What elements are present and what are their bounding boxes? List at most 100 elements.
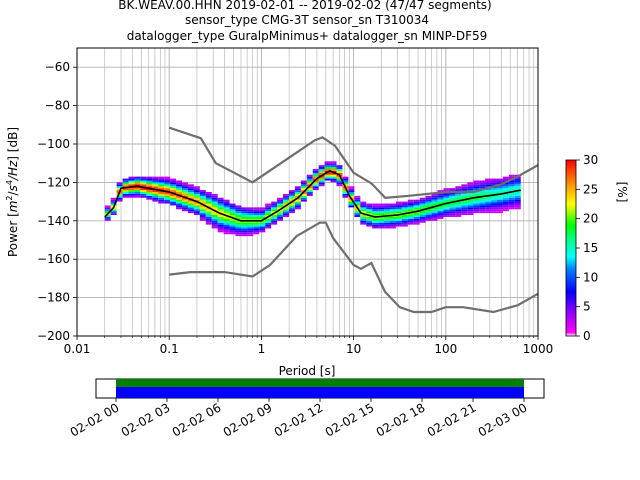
pdf-cell: [395, 201, 402, 204]
pdf-cell: [217, 230, 224, 233]
pdf-cell: [407, 209, 414, 212]
pdf-cell: [134, 176, 141, 179]
pdf-cell: [479, 180, 486, 183]
pdf-cell: [247, 207, 254, 210]
y-tick-label: −120: [37, 175, 70, 189]
pdf-cell: [146, 186, 153, 189]
pdf-cell: [479, 193, 486, 196]
colorbar-gradient: [565, 159, 577, 337]
pdf-cell: [425, 199, 432, 202]
pdf-cell: [229, 211, 236, 214]
pdf-cell: [134, 192, 141, 194]
pdf-cell: [259, 228, 266, 231]
pdf-cell: [152, 199, 159, 202]
pdf-cell: [217, 224, 224, 227]
pdf-cell: [182, 207, 188, 210]
pdf-cell: [205, 201, 212, 204]
pdf-cell: [158, 180, 165, 183]
pdf-cell: [193, 195, 200, 198]
pdf-cell: [390, 224, 396, 227]
pdf-cell: [485, 195, 492, 198]
pdf-cell: [247, 234, 254, 237]
pdf-cell: [354, 203, 361, 206]
pdf-cell: [104, 218, 111, 221]
pdf-cell: [473, 186, 480, 189]
pdf-cell: [449, 215, 456, 217]
pdf-cell: [390, 203, 396, 206]
mode-curve-layer: [104, 170, 521, 222]
pdf-cell: [378, 211, 385, 214]
coverage-tick-label: 02-02 06: [170, 400, 224, 439]
pdf-cell: [496, 207, 503, 210]
pdf-cell: [110, 203, 117, 206]
y-tick-label: −200: [37, 329, 70, 343]
pdf-cell: [449, 199, 456, 202]
pdf-cell: [514, 203, 521, 206]
pdf-cell: [360, 207, 367, 210]
pdf-cell: [235, 226, 242, 229]
pdf-cell: [461, 186, 468, 189]
plot-area: 0.01 0.1 1 10 100 1000 −200 −180 −160 −140 −120 −1…: [5, 47, 553, 378]
pdf-cell: [199, 213, 206, 216]
pdf-cell: [164, 188, 171, 191]
pdf-cell: [467, 203, 474, 206]
colorbar-tick-label: 30: [583, 153, 598, 167]
pdf-cell: [384, 222, 391, 225]
coverage-tick-label: 02-02 03: [119, 400, 173, 439]
pdf-cell: [283, 213, 289, 216]
pdf-cell: [182, 186, 188, 189]
pdf-cell: [467, 199, 474, 202]
pdf-cell: [502, 199, 509, 202]
pdf-cell: [205, 209, 212, 212]
pdf-cell: [366, 218, 373, 221]
pdf-cell: [187, 207, 194, 210]
pdf-cell: [199, 207, 206, 210]
pdf-cell: [330, 176, 337, 179]
pdf-cell: [146, 192, 153, 194]
pdf-cell: [193, 190, 200, 192]
pdf-cell: [205, 203, 212, 206]
pdf-cell: [247, 220, 254, 223]
pdf-cell: [164, 180, 171, 183]
pdf-cell: [277, 207, 284, 210]
pdf-cell: [502, 188, 509, 191]
pdf-cell: [288, 197, 295, 200]
pdf-cell: [199, 193, 206, 196]
pdf-cell: [187, 209, 194, 212]
pdf-cell: [360, 203, 367, 206]
pdf-cell: [146, 193, 153, 196]
pdf-cell: [443, 215, 450, 217]
pdf-cell: [134, 178, 141, 181]
pdf-cell: [152, 186, 159, 189]
pdf-cell: [348, 188, 355, 191]
pdf-cell: [265, 213, 272, 216]
pdf-cell: [485, 193, 492, 196]
pdf-cell: [271, 216, 278, 219]
pdf-cell: [467, 184, 474, 187]
pdf-cell: [164, 201, 171, 204]
pdf-cell: [211, 205, 218, 208]
pdf-cell: [425, 211, 432, 214]
pdf-cell: [229, 226, 236, 229]
pdf-cell: [170, 182, 177, 185]
pdf-cell: [336, 172, 343, 175]
pdf-cell: [271, 220, 278, 223]
pdf-cell: [431, 203, 438, 206]
pdf-cell: [431, 215, 438, 217]
pdf-cell: [479, 199, 486, 202]
pdf-cell: [259, 211, 266, 214]
pdf-cell: [401, 211, 408, 214]
pdf-cell: [211, 211, 218, 214]
pdf-cell: [449, 188, 456, 191]
pdf-cell: [473, 201, 480, 204]
high-noise-model-line: [168, 126, 538, 199]
pdf-cell: [306, 186, 313, 189]
pdf-cell: [205, 205, 212, 208]
pdf-cell: [271, 205, 278, 208]
pdf-cell: [384, 209, 391, 212]
pdf-cell: [211, 218, 218, 221]
pdf-cell: [176, 190, 183, 192]
pdf-cell: [401, 218, 408, 221]
pdf-cell: [437, 190, 444, 192]
pdf-cell: [491, 180, 497, 183]
